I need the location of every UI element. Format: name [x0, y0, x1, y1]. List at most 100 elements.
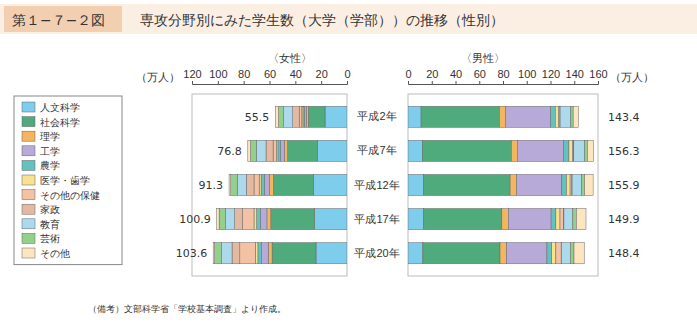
bar-segment: [264, 174, 269, 195]
tick: 平成7年: [357, 144, 396, 156]
bar-segment: [511, 140, 517, 161]
tick-label: 80: [497, 68, 509, 80]
panel-subtitle: 〈女性〉: [268, 52, 312, 65]
x-axis: 020406080100120140160: [405, 68, 607, 85]
bar-segment: [562, 243, 571, 264]
legend-swatch: [22, 102, 35, 112]
tick-label: 120: [542, 68, 560, 80]
tick: 120: [542, 68, 560, 84]
bar-segment: [284, 140, 287, 161]
legend-swatch: [22, 233, 35, 243]
bar-segment: [299, 106, 302, 127]
bar-segment: [237, 174, 246, 195]
legend-label: その他の保健: [40, 190, 100, 201]
tick-label: 60: [474, 68, 486, 80]
bar-segment: [284, 106, 293, 127]
total-label: 148.4: [608, 247, 640, 260]
legend-swatch: [22, 190, 35, 200]
bars: [408, 106, 594, 264]
tick: 60: [264, 68, 276, 84]
bar-segment: [552, 243, 556, 264]
tick: 平成20年: [354, 247, 399, 259]
bar-segment: [423, 209, 501, 230]
tick-mark: [432, 81, 433, 84]
tick-label: 120: [183, 68, 201, 80]
bar-segment: [232, 243, 240, 264]
tick-mark: [192, 81, 193, 84]
bar-segment: [258, 243, 262, 264]
legend-label: 教育: [40, 219, 60, 230]
bar-segment: [567, 174, 571, 195]
bar-segment: [551, 106, 556, 127]
tick-mark: [270, 81, 271, 84]
bar-segment: [421, 106, 499, 127]
bar-segment: [275, 106, 278, 127]
bar-segment: [555, 106, 559, 127]
axis-line: [409, 81, 599, 85]
bar-segment: [505, 106, 550, 127]
bar-segment: [570, 243, 574, 264]
legend-swatch: [22, 248, 35, 258]
tick: 140: [566, 68, 584, 84]
total-label: 156.3: [608, 145, 640, 158]
bar-segment: [229, 174, 231, 195]
panel-subtitle: 〈男性〉: [461, 52, 505, 65]
bar-segment: [408, 106, 421, 127]
bar-segment: [313, 174, 347, 195]
bar-segment: [271, 209, 315, 230]
bar-segment: [408, 209, 423, 230]
legend-swatch: [22, 117, 35, 127]
tick-mark: [295, 81, 296, 84]
tick: 160: [589, 68, 607, 84]
tick-label: 100: [209, 68, 227, 80]
legend-swatch: [22, 175, 35, 185]
bar-segment: [556, 209, 560, 230]
legend-label: その他: [40, 248, 70, 259]
legend-label: 医学・歯学: [40, 175, 90, 186]
tick-mark: [218, 81, 219, 84]
tick: 平成12年: [354, 179, 399, 191]
tick: 100: [209, 68, 227, 84]
plot-frame: [408, 94, 598, 276]
legend-swatch: [22, 131, 35, 141]
bar-segment: [270, 174, 274, 195]
bar-segment: [510, 174, 517, 195]
bar-segment: [576, 209, 586, 230]
legend: 人文科学社会科学理学工学農学医学・歯学その他の保健家政教育芸術その他: [14, 96, 122, 265]
bar-segment: [254, 209, 257, 230]
total-label: 76.8: [217, 145, 242, 158]
bars: [213, 106, 347, 264]
legend-label: 社会科学: [40, 117, 80, 128]
bar-segment: [584, 140, 587, 161]
bar-segment: [408, 140, 422, 161]
bar-segment: [255, 243, 258, 264]
legend-swatch: [22, 219, 35, 229]
bar-segment: [570, 174, 572, 195]
tick-label: 140: [566, 68, 584, 80]
bar-segment: [215, 243, 222, 264]
tick-mark: [551, 81, 552, 84]
bar-segment: [569, 140, 573, 161]
bar-segment: [248, 140, 251, 161]
tick: 0: [344, 68, 350, 84]
header-label-box: [4, 6, 122, 32]
bar-segment: [325, 106, 347, 127]
tick-label: 40: [450, 68, 462, 80]
tick-label: 20: [316, 68, 328, 80]
bar-segment: [259, 174, 261, 195]
total-label: 155.9: [608, 179, 640, 192]
bar-segment: [217, 209, 219, 230]
bar-segment: [226, 209, 235, 230]
category-label: 平成2年: [357, 110, 396, 122]
bar-segment: [231, 174, 237, 195]
category-label: 平成17年: [354, 213, 399, 225]
bar-segment: [257, 209, 261, 230]
tick-mark: [479, 81, 480, 84]
bar-segment: [219, 209, 225, 230]
bar-segment: [585, 174, 594, 195]
bar-segment: [582, 174, 585, 195]
bar-segment: [317, 140, 347, 161]
x-axis-label: （万人）: [610, 71, 654, 84]
bar-segment: [213, 243, 214, 264]
tick: 60: [474, 68, 486, 84]
